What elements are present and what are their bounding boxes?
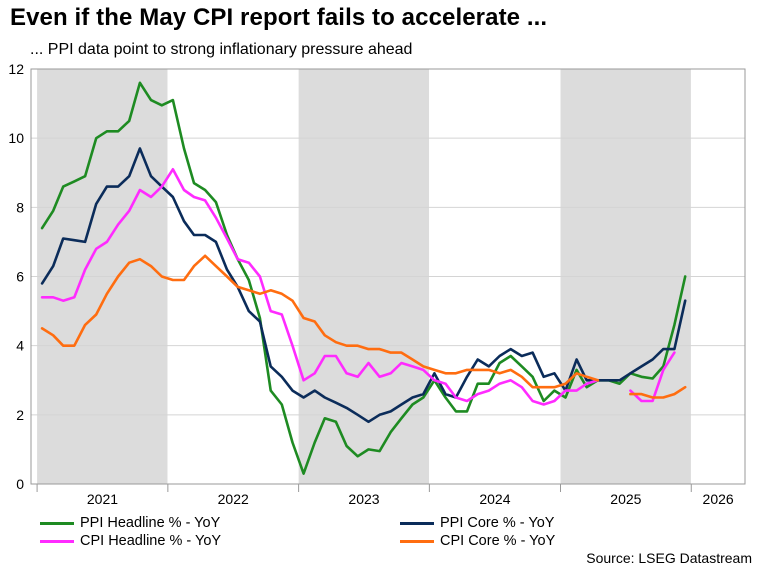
series-line-ppi-core-yoy xyxy=(40,147,687,424)
y-tick-label: 2 xyxy=(16,407,24,423)
chart-title: Even if the May CPI report fails to acce… xyxy=(10,4,548,31)
source-note: Source: LSEG Datastream xyxy=(586,550,752,566)
y-tick-label: 4 xyxy=(16,338,24,354)
y-tick-label: 8 xyxy=(16,199,24,215)
legend-item-ppi-core: PPI Core % - YoY xyxy=(400,514,554,532)
legend: PPI Headline % - YoY PPI Core % - YoY CP… xyxy=(40,514,660,550)
legend-item-cpi-headline: CPI Headline % - YoY xyxy=(40,532,221,550)
y-tick-label: 10 xyxy=(8,130,24,146)
x-tick-label: 2023 xyxy=(348,491,379,507)
x-tick-label: 2021 xyxy=(87,491,118,507)
legend-swatch-ppi-headline xyxy=(40,521,74,525)
legend-swatch-cpi-headline xyxy=(40,539,74,543)
x-tick-label: 2022 xyxy=(218,491,249,507)
y-tick-label: 0 xyxy=(16,476,24,492)
series-line-cpi-headline-yoy xyxy=(40,168,676,406)
legend-item-ppi-headline: PPI Headline % - YoY xyxy=(40,514,220,532)
plot-frame xyxy=(30,68,746,485)
series-line-cpi-core-yoy xyxy=(40,254,687,399)
y-tick-label: 12 xyxy=(8,61,24,77)
legend-swatch-cpi-core xyxy=(400,539,434,543)
legend-item-cpi-core: CPI Core % - YoY xyxy=(400,532,555,550)
legend-label-cpi-core: CPI Core % - YoY xyxy=(440,533,556,549)
y-axis: 0 2 4 6 8 10 12 xyxy=(8,61,24,492)
y-tick-label: 6 xyxy=(16,269,24,285)
x-axis: 2021 2022 2023 2024 2025 2026 xyxy=(36,484,734,507)
legend-label-ppi-core: PPI Core % - YoY xyxy=(440,515,555,531)
x-tick-label: 2026 xyxy=(703,491,734,507)
legend-swatch-ppi-core xyxy=(400,521,434,525)
legend-label-cpi-headline: CPI Headline % - YoY xyxy=(80,533,222,549)
x-tick-label: 2024 xyxy=(479,491,510,507)
x-tick-label: 2025 xyxy=(610,491,641,507)
legend-label-ppi-headline: PPI Headline % - YoY xyxy=(80,515,221,531)
line-chart: 0 2 4 6 8 10 12 2021 2022 2023 2024 2025 2026 xyxy=(8,61,746,507)
series-lines xyxy=(40,81,687,475)
chart-subtitle: ... PPI data point to strong inflationar… xyxy=(30,41,413,58)
